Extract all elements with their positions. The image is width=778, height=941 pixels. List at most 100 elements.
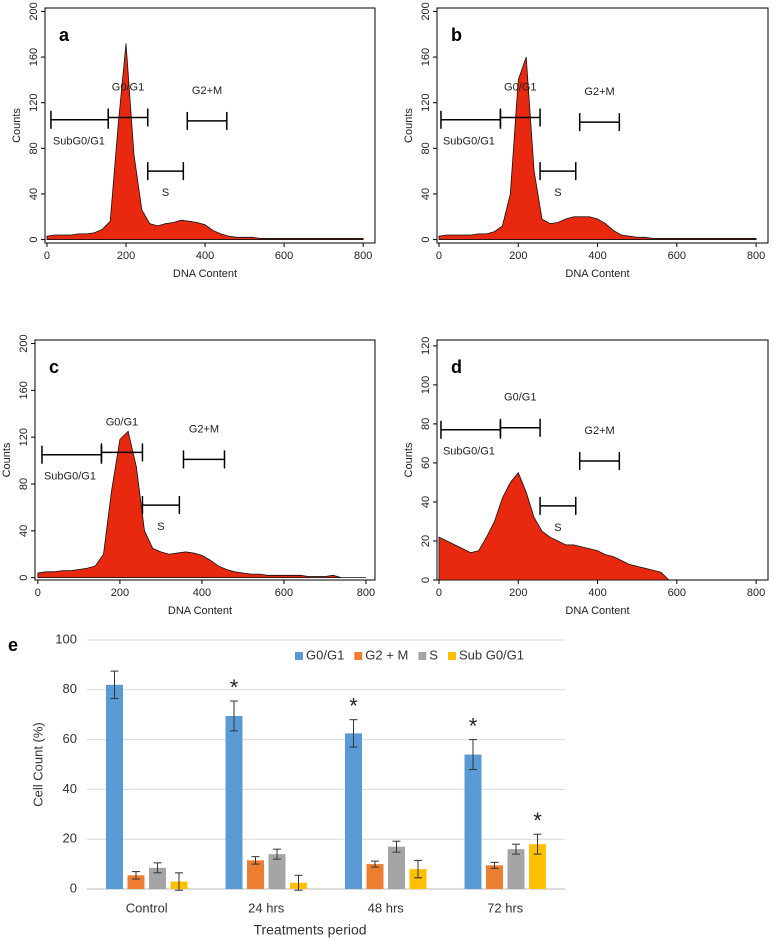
- bar: [529, 844, 546, 889]
- y-tick-label: 0: [70, 880, 77, 895]
- significance-marker: *: [349, 693, 358, 718]
- bar: [366, 864, 384, 889]
- gate-label: G2+M: [584, 86, 614, 98]
- legend-swatch: [354, 652, 363, 660]
- legend-swatch: [447, 652, 456, 660]
- x-tick-label: 72 hrs: [487, 900, 524, 915]
- legend-label: S: [429, 647, 438, 662]
- y-tick-label: 80: [420, 142, 432, 154]
- y-tick-label: 80: [420, 418, 432, 430]
- y-axis-label: Cell Count (%): [30, 722, 45, 807]
- x-tick-label: 600: [275, 587, 293, 599]
- histogram-area: [438, 471, 670, 581]
- panel-letter: d: [451, 357, 462, 377]
- x-axis-label: DNA Content: [565, 605, 629, 617]
- y-tick-label: 20: [63, 831, 77, 846]
- y-tick-label: 120: [420, 94, 432, 112]
- x-tick-label: Control: [126, 900, 168, 915]
- x-tick-label: 400: [588, 587, 606, 599]
- y-axis-label: Counts: [11, 108, 23, 143]
- y-tick-label: 80: [63, 681, 77, 696]
- gate-label: S: [554, 522, 561, 534]
- gate-label: SubG0/G1: [44, 471, 96, 483]
- y-tick-label: 40: [63, 781, 77, 796]
- y-axis-label: Counts: [403, 108, 415, 143]
- y-tick-label: 200: [28, 2, 40, 20]
- y-tick-label: 0: [18, 575, 30, 581]
- y-tick-label: 100: [55, 631, 77, 646]
- legend-swatch: [295, 652, 303, 660]
- y-tick-label: 40: [420, 188, 432, 200]
- bar: [507, 849, 525, 889]
- legend-swatch: [418, 652, 427, 660]
- x-axis-label: DNA Content: [173, 268, 237, 280]
- x-tick-label: 600: [668, 587, 686, 599]
- bar: [388, 846, 405, 889]
- x-tick-label: 800: [747, 250, 765, 262]
- gate-label: G2+M: [192, 85, 222, 97]
- significance-marker: *: [230, 675, 239, 700]
- y-tick-label: 120: [28, 94, 40, 112]
- bar: [127, 875, 145, 889]
- bar: [268, 854, 286, 889]
- x-tick-label: 0: [436, 250, 442, 262]
- y-tick-label: 40: [420, 496, 432, 508]
- x-axis-label: DNA Content: [565, 268, 629, 280]
- legend-label: G0/G1: [306, 647, 344, 662]
- x-axis-label: Treatments period: [253, 922, 366, 938]
- y-axis-label: Counts: [403, 442, 415, 477]
- x-tick-label: 0: [44, 250, 50, 262]
- bar: [106, 684, 123, 889]
- gate-label: SubG0/G1: [443, 446, 495, 458]
- histogram-area: [438, 56, 757, 240]
- x-tick-label: 200: [111, 587, 129, 599]
- gate-label: G0/G1: [106, 416, 138, 428]
- y-tick-label: 160: [420, 48, 432, 66]
- x-tick-label: 800: [354, 250, 372, 262]
- y-tick-label: 60: [420, 457, 432, 469]
- bar: [149, 867, 166, 889]
- y-tick-label: 160: [18, 381, 30, 399]
- plot-frame: [44, 7, 376, 244]
- y-tick-label: 0: [28, 237, 40, 243]
- gate-label: S: [157, 521, 164, 533]
- gate-label: G0/G1: [504, 81, 536, 93]
- histogram-area: [37, 430, 366, 579]
- significance-marker: *: [469, 713, 478, 738]
- y-tick-label: 120: [18, 428, 30, 446]
- bar: [225, 715, 243, 889]
- x-tick-label: 400: [193, 587, 211, 599]
- x-tick-label: 200: [117, 250, 135, 262]
- y-tick-label: 120: [420, 337, 432, 355]
- bar: [409, 869, 427, 889]
- y-tick-label: 0: [420, 577, 432, 583]
- bar: [464, 754, 482, 889]
- bar: [345, 733, 362, 889]
- x-tick-label: 200: [509, 587, 527, 599]
- x-axis-label: DNA Content: [168, 605, 232, 617]
- x-tick-label: 600: [275, 250, 293, 262]
- y-tick-label: 200: [420, 2, 432, 20]
- gate-label: SubG0/G1: [53, 136, 105, 148]
- x-tick-label: 48 hrs: [368, 900, 405, 915]
- x-tick-label: 0: [436, 587, 442, 599]
- panel-letter: a: [59, 25, 70, 45]
- gate-label: G2+M: [584, 425, 614, 437]
- legend-label: Sub G0/G1: [459, 647, 524, 662]
- y-tick-label: 20: [420, 535, 432, 547]
- y-axis-label: Counts: [1, 442, 13, 477]
- gate-label: SubG0/G1: [443, 136, 495, 148]
- gate-label: G0/G1: [112, 81, 144, 93]
- bar: [247, 860, 264, 889]
- plot-frame: [436, 7, 769, 244]
- gate-label: G0/G1: [504, 392, 536, 404]
- gate-label: S: [554, 187, 561, 199]
- gate-label: S: [162, 187, 169, 199]
- histogram-area: [46, 43, 364, 240]
- x-tick-label: 400: [196, 250, 214, 262]
- y-tick-label: 0: [420, 237, 432, 243]
- legend-label: G2 + M: [365, 647, 408, 662]
- y-tick-label: 200: [18, 334, 30, 352]
